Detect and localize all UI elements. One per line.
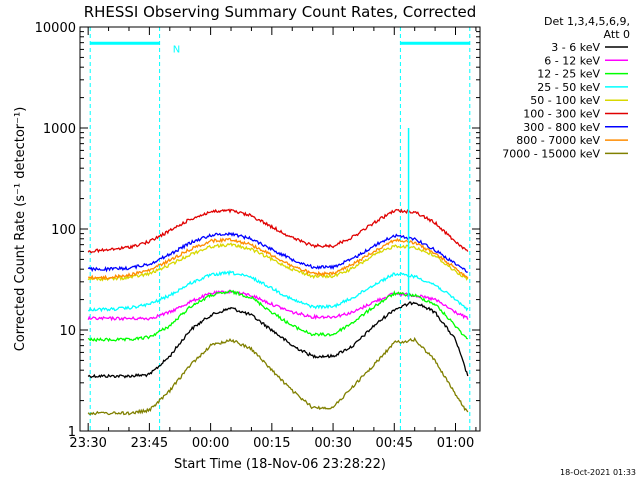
night-markers: N [89,27,471,431]
y-tick-label-0: 1 [68,425,76,440]
series-line-7 [88,237,469,281]
series-line-8 [87,336,469,416]
series-line-5 [87,208,469,254]
series-line-3 [88,269,469,313]
plot-frame [79,26,481,432]
legend-label-8: 7000 - 15000 keV [502,147,600,160]
y-tick-label-3: 1000 [43,122,76,137]
y-tick-label-4: 10000 [35,21,76,36]
series-line-0 [87,301,469,379]
chart-title: RHESSI Observing Summary Count Rates, Co… [84,3,477,21]
x-tick-label-3: 00:15 [253,436,290,451]
legend-label-2: 12 - 25 keV [537,68,600,81]
legend-header-line-1: Det 1,3,4,5,6,9, [544,15,630,28]
legend-label-7: 800 - 7000 keV [516,134,600,147]
x-axis-ticks: 23:30 23:45 00:00 00:15 00:30 00:45 01:00 [69,27,477,451]
annotation-label-0: N [173,45,180,56]
y-tick-label-1: 10 [59,324,76,339]
y-tick-label-2: 100 [51,223,76,238]
x-tick-label-1: 23:45 [131,436,168,451]
legend-label-1: 6 - 12 keV [544,54,600,67]
x-axis-label: Start Time (18-Nov-06 23:28:22) [174,457,386,472]
x-tick-label-2: 00:00 [192,436,229,451]
x-tick-label-0: 23:30 [69,436,106,451]
legend-label-6: 300 - 800 keV [523,121,600,134]
legend-label-3: 25 - 50 keV [537,81,600,94]
series-layer [87,208,469,416]
legend-label-5: 100 - 300 keV [523,108,600,121]
y-axis-label: Corrected Count Rate (s⁻¹ detector⁻¹) [13,107,28,352]
plot-timestamp: 18-Oct-2021 01:33 [560,468,636,477]
x-tick-label-5: 00:45 [376,436,413,451]
legend-label-0: 3 - 6 keV [551,41,600,54]
series-line-2 [87,289,468,343]
legend-header-line-2: Att 0 [604,28,630,41]
series-line-6 [87,231,468,273]
x-tick-label-4: 00:30 [314,436,351,451]
y-axis-ticks: 1 10 100 1000 10000 [35,21,480,440]
series-line-4 [87,242,469,282]
legend-label-4: 50 - 100 keV [530,94,600,107]
x-tick-label-6: 01:00 [437,436,474,451]
